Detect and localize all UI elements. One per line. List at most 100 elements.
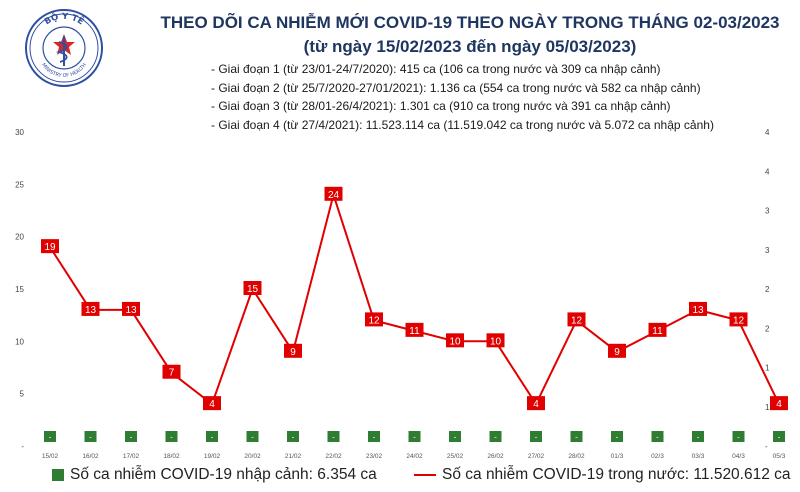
x-tick-label: 18/02 (163, 453, 180, 460)
data-label-box (405, 322, 424, 337)
imported-bar-label: - (535, 433, 538, 442)
data-label: 4 (776, 399, 782, 410)
imported-bar (570, 431, 583, 442)
data-label: 12 (571, 315, 583, 326)
data-label-box (486, 333, 505, 348)
x-tick-label: 16/02 (82, 453, 99, 460)
y-left-tick-label: 20 (15, 233, 24, 242)
imported-bar-label: - (251, 433, 254, 442)
y-right-tick-label: - (765, 442, 768, 451)
x-tick-label: 20/02 (244, 453, 261, 460)
x-tick-label: 26/02 (487, 453, 504, 460)
data-label-box (41, 239, 59, 254)
y-left-tick-label: 10 (15, 337, 24, 346)
data-label: 24 (328, 190, 340, 201)
data-label-box (203, 396, 221, 411)
data-label-box (122, 301, 140, 316)
data-label: 13 (692, 305, 704, 316)
imported-bar (611, 431, 623, 442)
data-label: 11 (652, 326, 663, 337)
data-label-box (567, 312, 586, 327)
y-right-tick-label: 4 (765, 128, 770, 137)
y-right-tick-label: 2 (765, 285, 770, 294)
y-left-tick-label: 15 (15, 285, 24, 294)
imported-bar-label: - (332, 433, 335, 442)
imported-bar (44, 431, 56, 442)
imported-bar (206, 431, 218, 442)
imported-bar (368, 431, 380, 442)
imported-bar (246, 431, 259, 442)
stage-item: - Giai đoạn 1 (từ 23/01-24/7/2020): 415 … (211, 62, 661, 76)
data-label: 10 (449, 336, 461, 347)
stage-item: - Giai đoạn 2 (từ 25/7/2020-27/01/2021):… (211, 80, 701, 95)
stage-item: - Giai đoạn 4 (từ 27/4/2021): 11.523.114… (211, 117, 714, 132)
legend-label-imported: Số ca nhiễm COVID-19 nhập cảnh: 6.354 ca (70, 466, 377, 483)
imported-bar-label: - (575, 433, 578, 442)
imported-bar-label: - (778, 433, 781, 442)
data-label: 7 (169, 368, 175, 379)
logo-top-text: BỘ Y TẾ (43, 12, 87, 28)
data-label-box (365, 312, 383, 327)
svg-text:BỘ Y TẾ: BỘ Y TẾ (43, 12, 87, 28)
imported-bar (773, 431, 785, 442)
y-right-tick-label: 3 (765, 246, 770, 255)
imported-bar-label: - (292, 433, 295, 442)
imported-bar-label: - (737, 433, 740, 442)
data-label-box (527, 396, 545, 411)
data-label: 4 (533, 399, 539, 410)
data-label-box (648, 322, 667, 337)
data-label-box (162, 364, 181, 379)
stage-item: - Giai đoạn 3 (từ 28/01-26/4/2021): 1.30… (211, 99, 671, 113)
data-label-box (243, 281, 262, 295)
legend-item-imported: Số ca nhiễm COVID-19 nhập cảnh: 6.354 ca (52, 466, 377, 484)
y-right-tick-label: 1 (765, 403, 770, 412)
y-left-tick-label: - (21, 442, 24, 451)
legend-label-domestic: Số ca nhiễm COVID-19 trong nước: 11.520.… (442, 466, 791, 483)
y-left-tick-label: 30 (15, 128, 24, 137)
x-tick-label: 25/02 (447, 453, 464, 460)
x-tick-label: 05/3 (773, 453, 786, 460)
data-label-box (608, 343, 626, 358)
data-label: 11 (409, 326, 420, 337)
x-tick-label: 28/02 (568, 453, 585, 460)
chart-subtitle: (từ ngày 15/02/2023 đến ngày 05/03/2023) (303, 37, 637, 56)
x-tick-label: 01/3 (611, 453, 624, 460)
data-label: 10 (490, 336, 502, 347)
data-label: 9 (290, 347, 296, 358)
data-label-box (689, 301, 707, 316)
imported-bar (408, 431, 421, 442)
x-tick-label: 04/3 (732, 453, 745, 460)
imported-bar (732, 431, 745, 442)
domestic-cases-line (49, 193, 780, 406)
x-tick-label: 24/02 (406, 453, 423, 460)
data-label: 13 (125, 305, 137, 316)
legend-item-domestic: Số ca nhiễm COVID-19 trong nước: 11.520.… (414, 466, 791, 484)
imported-bar (692, 431, 704, 442)
data-label: 12 (368, 315, 380, 326)
y-right-tick-label: 3 (765, 207, 770, 216)
x-tick-label: 03/3 (692, 453, 705, 460)
data-label-box (446, 333, 464, 348)
data-label-box (81, 301, 100, 316)
imported-bar (449, 431, 461, 442)
legend-bar-swatch (52, 469, 64, 481)
x-tick-label: 15/02 (42, 453, 59, 460)
imported-bar-label: - (656, 433, 659, 442)
y-right-tick-label: 4 (765, 167, 770, 176)
data-label-box (770, 396, 788, 411)
x-tick-label: 23/02 (366, 453, 383, 460)
imported-bar-label: - (413, 433, 416, 442)
legend-line-swatch (414, 474, 436, 476)
data-label: 13 (85, 305, 97, 316)
imported-bar-label: - (170, 433, 173, 442)
imported-bar (489, 431, 502, 442)
imported-bar (287, 431, 299, 442)
chart-legend: Số ca nhiễm COVID-19 nhập cảnh: 6.354 ca… (0, 466, 800, 488)
data-label: 15 (247, 284, 259, 295)
data-label-box (284, 343, 302, 358)
imported-bar-label: - (454, 433, 457, 442)
imported-bar-label: - (211, 433, 214, 442)
imported-bar-label: - (697, 433, 700, 442)
imported-bar (84, 431, 97, 442)
